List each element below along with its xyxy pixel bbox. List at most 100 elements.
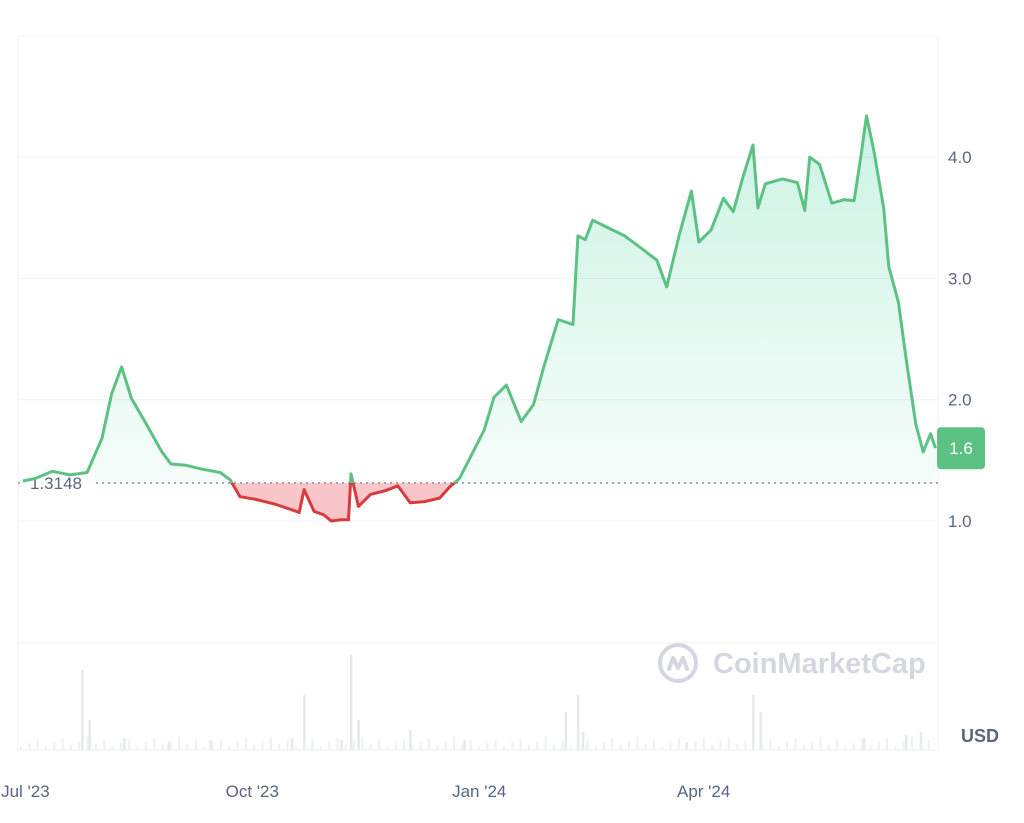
volume-bar <box>253 745 256 750</box>
volume-bar <box>194 740 197 750</box>
volume-bar <box>444 741 447 750</box>
volume-bar <box>361 737 364 750</box>
volume-bar <box>357 720 360 750</box>
watermark-text: CoinMarketCap <box>713 648 926 680</box>
current-price-label: 1.6 <box>949 439 973 458</box>
volume-bar <box>869 746 872 750</box>
y-tick-label: 2.0 <box>948 391 972 410</box>
volume-bar <box>586 739 589 750</box>
volume-bar <box>777 746 780 750</box>
volume-bar <box>453 737 456 750</box>
volume-bar <box>344 745 347 750</box>
volume-bar <box>428 738 431 750</box>
volume-bar <box>419 742 422 750</box>
volume-bar <box>269 737 272 750</box>
x-tick-label: Oct '23 <box>226 782 279 801</box>
volume-bar <box>153 738 156 750</box>
volume-bar <box>794 738 797 750</box>
volume-bar <box>652 740 655 750</box>
volume-bar <box>28 743 31 750</box>
volume-bar <box>827 744 830 750</box>
volume-bar <box>564 712 568 750</box>
volume-bar <box>349 655 353 750</box>
volume-bar <box>836 740 839 750</box>
volume-bar <box>552 744 555 750</box>
volume-bar <box>319 746 322 750</box>
volume-bar <box>463 740 466 750</box>
volume-bar <box>167 742 170 750</box>
volume-bar <box>286 740 289 750</box>
volume-bar <box>36 739 39 750</box>
coinmarketcap-watermark: CoinMarketCap <box>658 643 926 683</box>
current-price-badge: 1.6 <box>937 427 985 470</box>
volume-bar <box>736 744 739 750</box>
volume-bar <box>519 738 522 750</box>
volume-bar <box>919 744 922 750</box>
volume-bar <box>88 720 92 750</box>
volume-bar <box>144 742 147 750</box>
volume-bar <box>511 742 514 750</box>
volume-bar <box>544 737 547 750</box>
area-below-reference <box>231 482 455 521</box>
volume-bars <box>20 655 930 750</box>
volume-bar <box>677 739 680 750</box>
volume-bar <box>861 739 864 750</box>
volume-bar <box>811 741 814 750</box>
volume-bar <box>694 742 697 750</box>
price-line <box>22 114 937 523</box>
volume-bar <box>619 745 622 750</box>
volume-bar <box>819 737 822 750</box>
x-axis: Jul '23 Oct '23 Jan '24 Apr '24 <box>1 782 730 801</box>
volume-bar <box>353 741 356 750</box>
price-area <box>22 115 936 521</box>
volume-bar <box>761 743 764 750</box>
y-tick-label: 1.0 <box>948 512 972 531</box>
volume-bar <box>877 742 880 750</box>
volume-bar <box>409 730 412 750</box>
volume-bar <box>209 740 212 750</box>
volume-bar <box>44 746 47 750</box>
volume-bar <box>469 740 472 750</box>
volume-bar <box>494 739 497 750</box>
volume-bar <box>394 743 397 750</box>
x-tick-label: Jul '23 <box>1 782 50 801</box>
volume-bar <box>644 744 647 750</box>
volume-bar <box>290 738 294 750</box>
volume-bar <box>769 739 772 750</box>
volume-bar <box>94 744 97 750</box>
volume-bar <box>576 695 580 750</box>
coinmarketcap-logo-icon <box>658 643 698 683</box>
volume-bar <box>569 747 572 750</box>
volume-bar <box>81 670 84 750</box>
volume-bar <box>461 744 464 750</box>
volume-bar <box>577 743 580 750</box>
y-tick-label: 3.0 <box>948 269 972 288</box>
volume-bar <box>752 695 755 750</box>
volume-bar <box>403 739 406 750</box>
volume-bar <box>702 738 705 750</box>
volume-bar <box>303 695 306 750</box>
volume-bar <box>602 742 605 750</box>
volume-bar <box>161 745 164 750</box>
volume-bar <box>752 747 755 750</box>
volume-bar <box>536 741 539 750</box>
reference-line: 1.3148 <box>18 470 938 495</box>
volume-bar <box>128 739 131 750</box>
volume-bar <box>386 747 389 750</box>
volume-bar <box>844 747 847 750</box>
volume-bar <box>178 737 181 750</box>
volume-bar <box>786 742 789 750</box>
volume-bar <box>20 747 22 750</box>
volume-bar <box>119 743 122 750</box>
x-tick-label: Jan '24 <box>452 782 506 801</box>
volume-bar <box>111 747 114 750</box>
volume-bar <box>61 738 64 750</box>
volume-bar <box>186 744 189 750</box>
volume-bar <box>378 740 381 750</box>
volume-bar <box>611 738 614 750</box>
volume-bar <box>303 743 306 750</box>
volume-bar <box>69 745 72 750</box>
volume-bar <box>369 744 372 750</box>
volume-bar <box>123 738 126 750</box>
volume-bar <box>228 746 231 750</box>
